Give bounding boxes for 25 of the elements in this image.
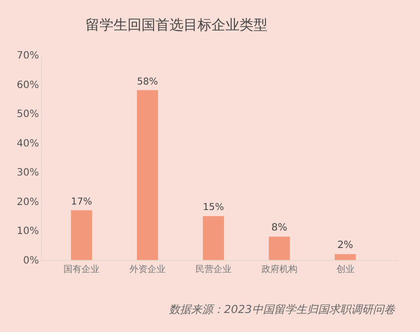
x-tick-label: 创业 (336, 264, 354, 275)
y-tick-label: 0% (23, 256, 39, 266)
chart-title: 留学生回国首选目标企业类型 (85, 18, 268, 34)
x-tick-label: 政府机构 (261, 264, 298, 275)
bar (334, 254, 356, 260)
bar (268, 236, 290, 260)
y-tick-label: 20% (16, 196, 39, 208)
data-label: 15% (202, 202, 224, 214)
y-tick-label: 70% (16, 50, 39, 62)
y-tick-label: 30% (16, 168, 39, 179)
x-tick-label: 国有企业 (64, 264, 100, 275)
x-tick-label: 外资企业 (129, 264, 166, 275)
y-tick-label: 40% (16, 138, 39, 150)
bar (202, 216, 224, 260)
data-label: 2% (337, 240, 354, 252)
data-label: 17% (71, 196, 92, 208)
y-tick-label: 10% (16, 226, 39, 238)
source-note: 数据来源：2023中国留学生归国求职调研问卷 (169, 303, 396, 316)
x-tick-label: 民营企业 (195, 264, 232, 275)
data-label: 58% (136, 76, 158, 88)
data-label: 8% (271, 222, 288, 234)
y-tick-label: 50% (16, 109, 39, 120)
y-tick-label: 60% (16, 80, 39, 91)
bar (136, 90, 158, 260)
bar (71, 210, 92, 260)
